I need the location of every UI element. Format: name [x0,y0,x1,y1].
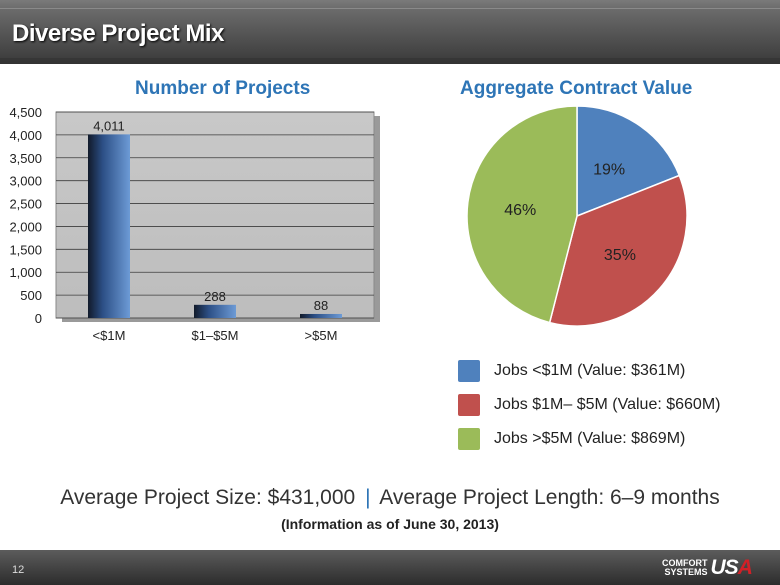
legend-item: Jobs $1M– $5M (Value: $660M) [458,388,720,422]
footer-bar: 12 COMFORT SYSTEMS USA [0,550,780,585]
legend-item: Jobs >$5M (Value: $869M) [458,422,720,456]
pie-slice [576,105,681,218]
legend-item: Jobs <$1M (Value: $361M) [458,354,720,388]
page-title: Diverse Project Mix [12,20,224,47]
bar-value-label: 4,011 [93,118,125,133]
legend-label: Jobs >$5M (Value: $869M) [494,430,686,447]
y-tick-label: 500 [20,288,42,303]
pie-slice [466,105,578,324]
bar-chart: 0 500 1,000 1,500 2,000 2,500 3,000 3,500 4,000 4… [9,105,380,343]
bar [88,134,130,318]
bar-value-label: 88 [314,298,328,313]
pie-chart: 19% 35% 46% [466,105,688,327]
bar [300,313,342,318]
logo-line-1: COMFORT [662,558,708,568]
legend-swatch-green [458,428,480,450]
legend-swatch-blue [458,360,480,382]
x-tick-label: <$1M [93,328,126,343]
info-note: (Information as of June 30, 2013) [281,516,499,532]
logo-line-2: SYSTEMS [664,567,708,577]
pie-slice-label: 19% [593,162,625,179]
bar-chart-title: Number of Projects [135,78,311,99]
page-number: 12 [12,564,25,576]
header-stripe [0,8,780,58]
logo-words: COMFORT SYSTEMS [662,559,708,577]
summary-separator: | [365,486,371,509]
x-tick-label: $1–$5M [192,328,239,343]
legend-label: Jobs <$1M (Value: $361M) [494,362,686,379]
y-tick-label: 3,000 [9,174,42,189]
company-logo: COMFORT SYSTEMS USA [662,554,772,582]
logo-mark-left: US [710,556,739,579]
pie-slice-label: 35% [604,247,636,264]
y-tick-label: 2,500 [9,197,42,212]
logo-mark-right: A [737,556,753,579]
average-project-length: Average Project Length: 6–9 months [379,486,720,509]
pie-legend: Jobs <$1M (Value: $361M) Jobs $1M– $5M (… [458,354,720,456]
y-tick-label: 4,500 [9,105,42,120]
summary-line: Average Project Size: $431,000 | Average… [0,486,780,510]
legend-label: Jobs $1M– $5M (Value: $660M) [494,396,721,413]
pie-slice-label: 46% [504,202,536,219]
pie-chart-title: Aggregate Contract Value [460,78,693,99]
x-tick-label: >$5M [305,328,338,343]
y-tick-label: 1,000 [9,265,42,280]
legend-swatch-red [458,394,480,416]
logo-mark: USA [710,556,753,580]
average-project-size: Average Project Size: $431,000 [60,486,356,509]
header-bar: Diverse Project Mix [0,0,780,64]
y-tick-label: 0 [35,311,42,326]
y-tick-label: 3,500 [9,151,42,166]
bar-value-label: 288 [204,289,226,304]
y-tick-label: 4,000 [9,128,42,143]
pie-slice [548,174,688,327]
y-tick-label: 2,000 [9,219,42,234]
y-tick-label: 1,500 [9,242,42,257]
bar [194,304,236,318]
